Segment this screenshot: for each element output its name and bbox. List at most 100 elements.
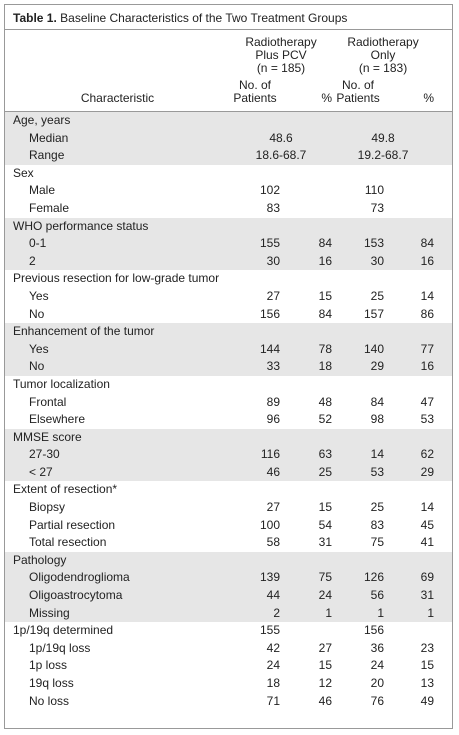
data-row: No 33 18 29 16 — [5, 358, 453, 376]
cell-value: 54 — [318, 517, 333, 532]
cell — [384, 428, 435, 447]
cell — [434, 517, 452, 535]
cell-value: 25 — [370, 500, 385, 515]
cell — [280, 111, 333, 130]
cell-value: 13 — [420, 676, 435, 690]
row-label: No — [5, 358, 230, 376]
cell-value: 48 — [318, 394, 333, 409]
row-label: Frontal — [29, 394, 67, 409]
data-row: 19q loss 18 12 20 13 — [5, 675, 452, 693]
cell — [434, 463, 453, 482]
cell-value: 102 — [259, 183, 280, 198]
cell-value: 30 — [230, 252, 280, 271]
cell-value: 1 — [384, 604, 435, 623]
cell — [332, 428, 385, 447]
cell — [434, 376, 452, 394]
cell-value: 155 — [230, 235, 280, 253]
section-label: WHO performance status — [5, 217, 230, 236]
cell-value: 84 — [370, 394, 385, 409]
section-label: Age, years — [5, 111, 230, 130]
cell-value — [280, 200, 332, 218]
cell — [434, 270, 452, 288]
cell-value: 78 — [280, 340, 333, 359]
row-label: Biopsy — [29, 500, 66, 515]
column-header: % — [280, 79, 333, 112]
data-row: 1p/19q loss 42 27 36 23 — [5, 640, 452, 658]
cell — [434, 182, 452, 200]
row-label: Median — [5, 129, 230, 148]
cell-value: 29 — [332, 358, 385, 376]
title-text: Baseline Characteristics of the Two Trea… — [60, 11, 348, 25]
data-row: 1p loss 24 15 24 15 — [5, 657, 452, 675]
row-label: No — [29, 306, 45, 321]
cell-value: 84 — [384, 235, 435, 253]
cell-value: 42 — [266, 640, 280, 655]
cell — [230, 323, 280, 341]
cell — [230, 481, 280, 499]
cell — [230, 376, 280, 394]
cell — [434, 604, 453, 623]
cell-value: 31 — [384, 587, 435, 605]
cell-value: 41 — [420, 535, 435, 550]
cell-value: 12 — [318, 676, 333, 690]
data-row: 0-1 155 84 153 84 — [5, 235, 453, 253]
cell — [384, 551, 435, 570]
cell-value: 140 — [332, 340, 385, 359]
group-header: Radiotherapy Plus PCV (n = 185) — [230, 30, 332, 79]
cell-value: 56 — [332, 587, 385, 605]
cell — [434, 147, 453, 165]
cell — [384, 376, 434, 394]
row-label: 1p/19q loss — [29, 640, 91, 655]
row-label: Male — [29, 183, 56, 198]
cell — [434, 675, 452, 693]
row-label: Yes — [29, 288, 49, 303]
section-label: 1p/19q determined — [13, 623, 114, 638]
header-row: Characteristic No. of Patients% No. of Patie… — [5, 79, 453, 112]
cell — [434, 640, 452, 658]
section-label: Previous resection for low-grade tumor — [13, 271, 220, 286]
cell-value: 1 — [280, 604, 333, 623]
cell-value: 49.8 — [332, 129, 435, 148]
section-row: Tumor localization — [5, 376, 452, 394]
cell — [434, 79, 453, 112]
cell-value: 89 — [266, 394, 280, 409]
cell-value: 27 — [266, 288, 280, 303]
cell-value: 156 — [259, 306, 280, 321]
row-label: Total resection — [29, 535, 107, 550]
section-label: Enhancement of the tumor — [5, 323, 230, 341]
cell — [384, 165, 434, 183]
data-row: Frontal 89 48 84 47 — [5, 394, 452, 412]
row-label: 27-30 — [5, 446, 230, 464]
row-label: Partial resection — [29, 517, 116, 532]
cell-value: 84 — [318, 306, 333, 321]
cell-value: 29 — [384, 463, 435, 482]
data-row: No loss 71 46 76 49 — [5, 693, 452, 711]
cell-value: 18 — [266, 676, 280, 690]
cell-value — [280, 622, 332, 640]
cell-value: 63 — [280, 446, 333, 464]
section-row: 1p/19q determined 155 156 — [5, 622, 452, 640]
cell-value: 96 — [266, 412, 280, 427]
cell-value: 25 — [370, 288, 385, 303]
cell-value: 116 — [230, 446, 280, 464]
row-label: 0-1 — [5, 235, 230, 253]
cell — [280, 551, 333, 570]
data-row: Range 18.6-68.7 19.2-68.7 — [5, 147, 453, 165]
cell — [434, 200, 452, 218]
cell — [230, 551, 280, 570]
cell — [280, 376, 332, 394]
cell-value: 27 — [266, 500, 280, 515]
cell — [434, 30, 452, 79]
cell — [434, 693, 452, 711]
cell-value: 15 — [420, 658, 435, 673]
cell — [434, 217, 453, 236]
cell — [230, 165, 280, 183]
section-row: Pathology — [5, 551, 453, 570]
cell — [280, 217, 333, 236]
cell-value: 48.6 — [230, 129, 333, 148]
cell-value: 86 — [420, 306, 435, 321]
row-label: < 27 — [5, 463, 230, 482]
cell — [230, 111, 280, 130]
cell-value: 53 — [332, 463, 385, 482]
cell-value: 53 — [420, 412, 435, 427]
